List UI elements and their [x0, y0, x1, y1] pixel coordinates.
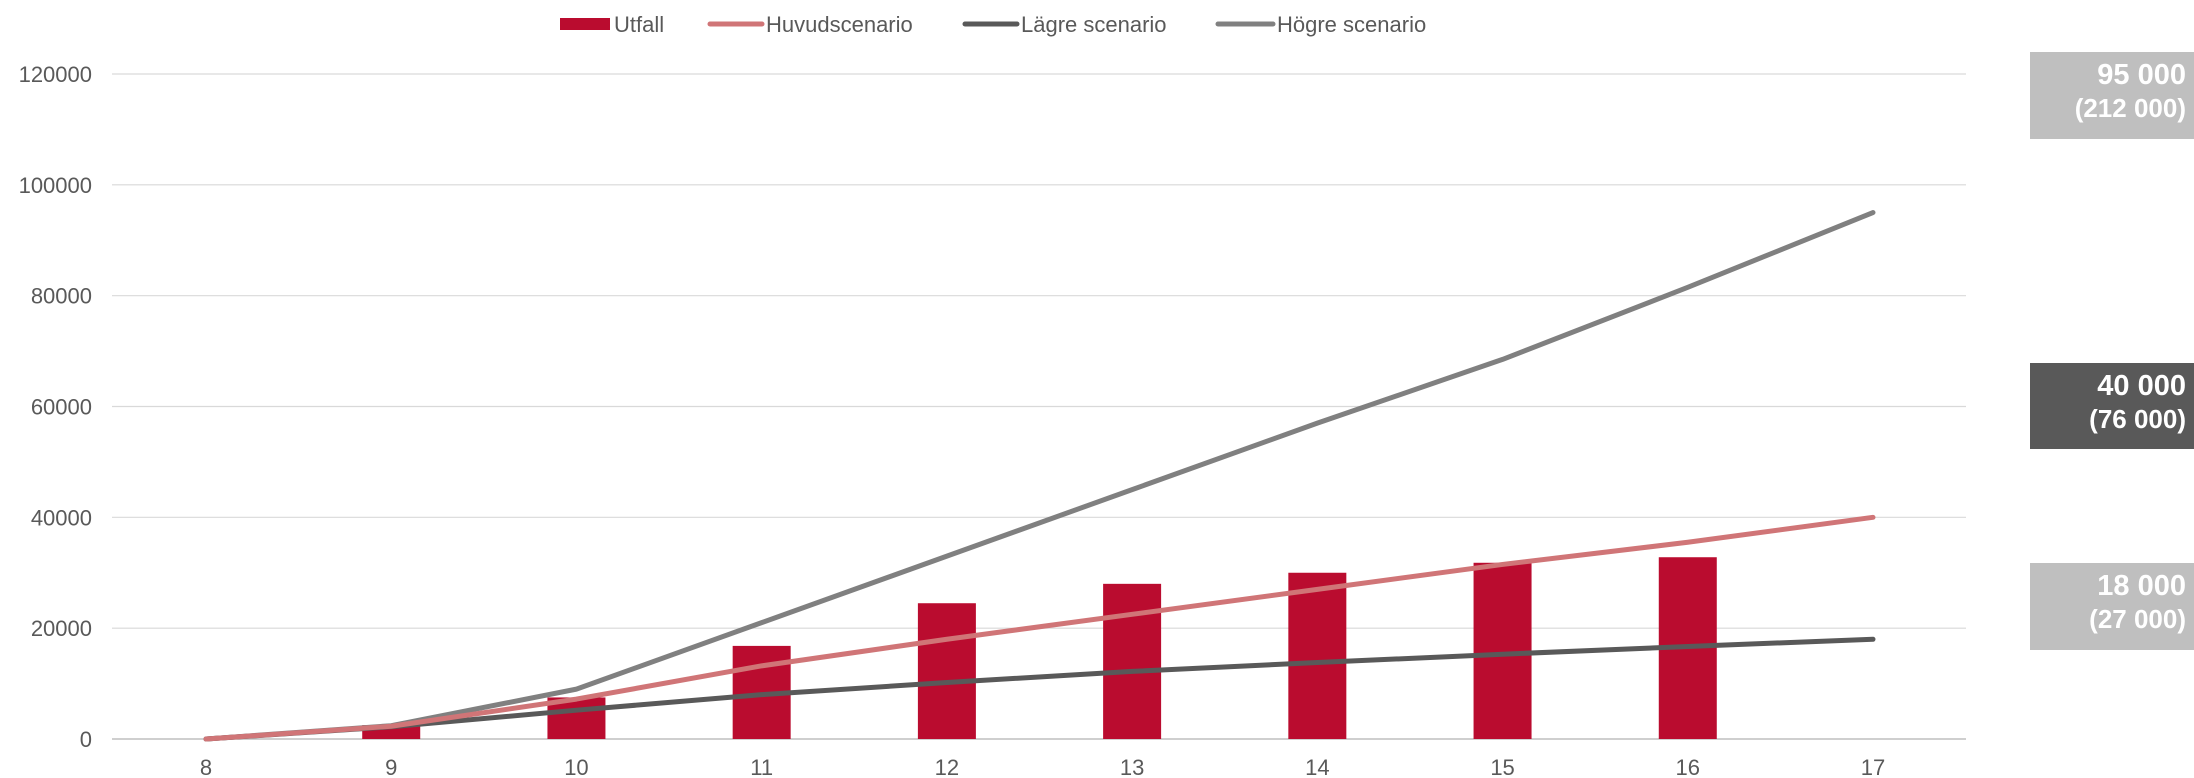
- bar-utfall: [1103, 583, 1162, 739]
- legend-label: Huvudscenario: [766, 12, 913, 37]
- main-scenario-label-box: 40 000 (76 000): [2030, 363, 2194, 449]
- low-scenario-label-box: 18 000 (27 000): [2030, 563, 2194, 650]
- y-axis-ticks: 0 20000 40000 60000 80000 100000 120000: [19, 62, 92, 752]
- line-högre-scenario: [203, 210, 1876, 742]
- line-lägre-scenario: [203, 636, 1876, 742]
- legend-label: Utfall: [614, 12, 664, 37]
- x-tick-label: 15: [1490, 755, 1514, 778]
- legend-label: Högre scenario: [1277, 12, 1426, 37]
- y-tick-label: 100000: [19, 173, 92, 198]
- grid-lines: [112, 73, 1966, 740]
- y-tick-label: 40000: [31, 505, 92, 530]
- x-tick-label: 13: [1120, 755, 1144, 778]
- legend: Utfall Huvudscenario Lägre scenario Högre s…: [560, 12, 1426, 37]
- main-scenario-sub: (76 000): [2089, 404, 2186, 434]
- low-scenario-value: 18 000: [2097, 570, 2186, 602]
- x-tick-label: 9: [385, 755, 397, 778]
- y-tick-label: 120000: [19, 62, 92, 87]
- x-tick-label: 12: [935, 755, 959, 778]
- main-scenario-value: 40 000: [2097, 370, 2186, 402]
- high-scenario-sub: (212 000): [2074, 93, 2186, 123]
- x-tick-label: 14: [1305, 755, 1329, 778]
- legend-swatch-utfall: [560, 18, 610, 30]
- low-scenario-sub: (27 000): [2089, 604, 2186, 634]
- bar-utfall: [1473, 562, 1532, 739]
- high-scenario-label-box: 95 000 (212 000): [2030, 52, 2194, 139]
- scenario-chart: 0 20000 40000 60000 80000 100000 120000 8 9 10 11…: [19, 12, 1966, 778]
- y-tick-label: 0: [80, 727, 92, 752]
- x-tick-label: 16: [1676, 755, 1700, 778]
- legend-label: Lägre scenario: [1021, 12, 1167, 37]
- bar-utfall: [917, 603, 976, 739]
- x-tick-label: 10: [564, 755, 588, 778]
- line-huvudscenario: [203, 514, 1876, 742]
- x-tick-label: 8: [200, 755, 212, 778]
- y-tick-label: 80000: [31, 284, 92, 309]
- x-axis-ticks: 8 9 10 11 12 13 14 15 16 17: [200, 755, 1885, 778]
- bar-utfall: [1288, 572, 1347, 739]
- x-tick-label: 17: [1861, 755, 1885, 778]
- scenario-lines: [203, 210, 1876, 742]
- x-tick-label: 11: [750, 755, 773, 778]
- y-tick-label: 20000: [31, 616, 92, 641]
- high-scenario-value: 95 000: [2097, 59, 2186, 91]
- y-tick-label: 60000: [31, 395, 92, 420]
